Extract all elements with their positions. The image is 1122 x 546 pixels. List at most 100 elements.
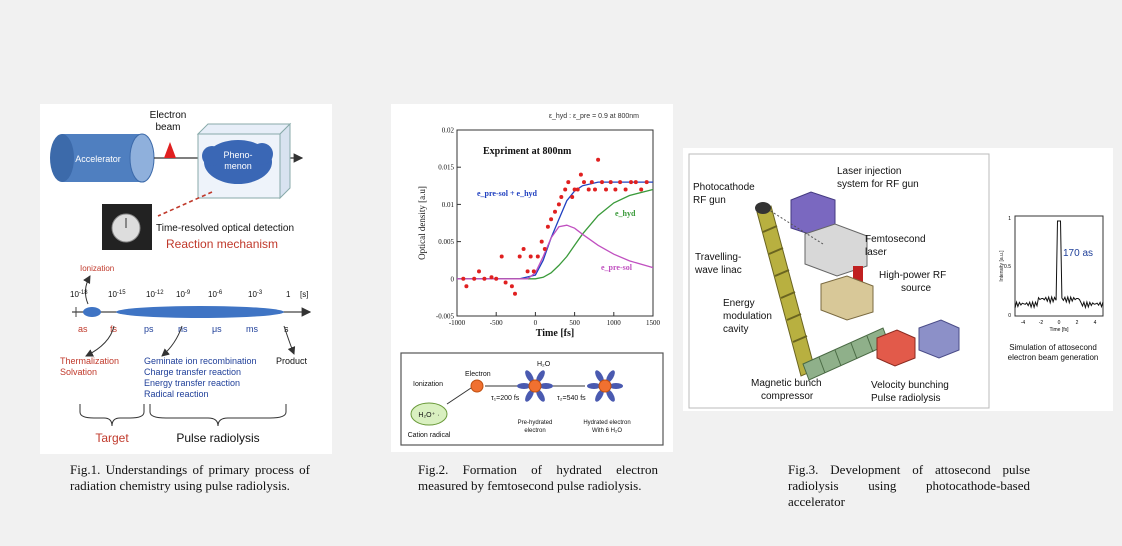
electron-pulse-icon [164,142,176,158]
data-point [521,247,526,251]
water-molecule-icon [587,383,601,389]
unit-as: as [78,324,88,334]
photocathode-rf-gun [755,202,771,214]
phenomenon-label-2: menon [224,161,252,171]
data-point [593,187,597,192]
pulse-radiolysis-box [918,319,960,359]
reaction-geminate: Geminate ion recombination [144,356,257,366]
velocity-bunching-box [876,329,916,367]
data-point [586,187,591,192]
label-femtosecond-2: laser [865,247,887,258]
data-point [559,195,564,199]
timescale-units: as fs ps ns μs ms s [78,324,289,334]
sim-ytick-1: 0.5 [1004,264,1011,270]
ionization-label: Ionization [80,264,114,273]
data-point [556,202,561,207]
label-travelling-1: Travelling- [695,252,741,263]
product-arrow [283,325,296,355]
water-molecule-icon [609,383,623,389]
unit-fs: fs [110,324,118,334]
legend-hyd: e_hyd [615,209,636,218]
data-point [549,217,554,222]
data-point [572,187,577,192]
simulation-plot-frame [1014,215,1104,317]
exp-label-1: 10-15 [108,290,126,299]
accelerator-right-cap [129,133,155,183]
figure-1-diagram: Accelerator Electron beam Pheno- menon T… [50,110,312,445]
figure-3-diagram: Laser injection system for RF gun Photoc… [688,153,1109,409]
simulation-caption-1: Simulation of attosecond [1009,343,1097,352]
scheme-electron: Electron [465,371,491,378]
thermalization-label: Thermalization [60,356,119,366]
data-point [563,187,568,192]
unit-s: s [284,324,289,334]
timescale-exponent-labels: 10-18 10-15 10-12 10-9 10-6 10-3 1 [s] [70,290,308,299]
label-energy-3: cavity [723,324,749,335]
label-photocathode-1: Photocathode [693,182,755,193]
unit-ps: ps [144,324,154,334]
water-molecule-icon [517,383,531,389]
label-magnetic-1: Magnetic bunch [751,378,822,389]
label-velocity-1: Velocity bunching [871,380,949,391]
sim-xtick-3: 2 [1076,320,1079,326]
thermalization-arrow [85,325,115,357]
hydrated-electron-icon [587,370,623,402]
data-point [531,269,536,274]
data-points [461,157,649,296]
unit-ns: ns [178,324,188,334]
scheme-h2o: H₂O [537,361,551,368]
timescale-ellipse-main [116,306,284,318]
axis-ticks: -1000 -500 0 500 1000 1500 -0.005 0 0.005 0.01 0.0… [436,127,661,328]
label-velocity-2: Pulse radiolysis [871,393,940,404]
data-point [542,247,547,251]
data-point [464,284,469,289]
figure-2-panel: ε_hyd : ε_pre = 0.9 at 800nm -1000 -500 0 5… [391,104,673,452]
exp-label-3: 10-9 [176,290,191,299]
scheme-pre-hydrated-1: Pre-hydrated [518,420,553,426]
sim-xtick-0: -4 [1021,320,1026,326]
laser-path [768,209,824,245]
data-point [600,180,604,185]
fit-curves [457,181,654,280]
linac-rings [762,225,808,343]
figure-3-caption: Fig.3. Development of attosecond pulse r… [788,462,1030,509]
experiment-label: Expriment at 800nm [483,146,572,157]
exp-label-2: 10-12 [146,290,164,299]
y-tick-label: 0.02 [442,127,455,135]
water-molecule-icon [595,370,604,383]
scheme-pre-hydrated-2: electron [524,428,545,434]
simulation-x-label: Time [fs] [1050,327,1070,333]
femtosecond-laser-box [804,223,868,277]
reaction-mechanism-label: Reaction mechanism [166,237,278,251]
exp-label-5: 10-3 [248,290,263,299]
data-point [528,254,533,259]
data-point [596,157,601,162]
electron-core-icon [528,379,542,393]
figure-1-caption: Fig.1. Understandings of primary process… [70,462,310,493]
y-tick-label: 0.01 [442,201,455,209]
water-molecule-icon [525,370,534,383]
data-point [589,180,594,185]
simulation-x-ticks: -4 -2 0 2 4 [1021,320,1097,326]
compressor-segments [818,335,874,374]
data-point [461,276,466,281]
data-point [618,180,623,185]
reaction-charge: Charge transfer reaction [144,367,241,377]
series-line-0 [457,181,653,280]
x-axis-label: Time [fs] [536,328,574,339]
label-energy-2: modulation [723,311,772,322]
data-point [604,187,608,192]
electron-beam-label-1: Electron [150,110,187,121]
x-tick-label: -500 [490,319,503,327]
exp-label-0: 10-18 [70,290,88,299]
y-tick-label: 0.005 [438,238,454,246]
sim-xtick-2: 0 [1058,320,1061,326]
data-point [629,180,633,185]
label-energy-1: Energy [723,298,755,309]
data-point [570,195,575,199]
scheme-tau1: τ₁=200 fs [491,395,520,402]
simulation-y-label: Intensity [a.u.] [999,250,1005,282]
rf-source-red-tube [853,266,863,284]
unit-ms: ms [246,324,258,334]
accelerator-label: Accelerator [75,154,121,164]
